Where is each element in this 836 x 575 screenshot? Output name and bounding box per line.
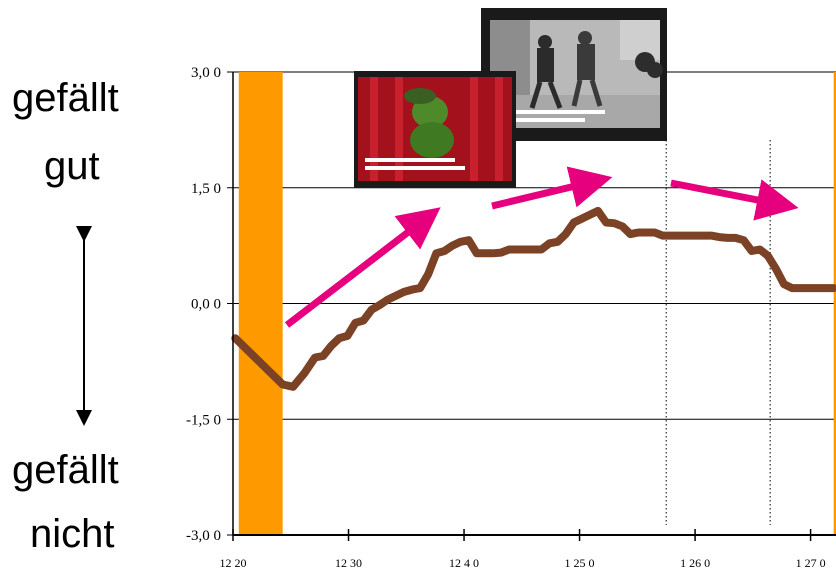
orange-band-0 — [238, 72, 283, 535]
shaded-bands — [238, 72, 836, 535]
trend-arrow-2 — [491, 166, 613, 210]
series-line — [231, 206, 836, 391]
trend-arrow-3 — [670, 179, 799, 221]
x-tick-label-0: 12 20 — [220, 556, 247, 570]
y-tick-labels: 3,0 0 1,5 0 0,0 0 -1,5 0 -3,0 0 — [186, 65, 233, 544]
y-tick-label-0: 3,0 0 — [191, 65, 221, 81]
x-tick-labels: 12 20 12 30 12 4 0 1 25 0 1 26 0 1 27 0 — [220, 529, 826, 570]
top-label-line2: gut — [44, 144, 100, 188]
y-tick-label-2: 0,0 0 — [191, 297, 221, 313]
x-tick-label-4: 1 26 0 — [680, 556, 710, 570]
x-tick-label-5: 1 27 0 — [796, 556, 826, 570]
kermit-video-thumbnail — [354, 71, 516, 188]
curve-layer — [231, 206, 836, 391]
bottom-label-line1: gefällt — [12, 448, 119, 492]
x-tick-label-3: 1 25 0 — [565, 556, 595, 570]
y-tick-label-1: 1,5 0 — [191, 181, 221, 197]
x-tick-label-1: 12 30 — [335, 556, 362, 570]
y-tick-label-3: -1,5 0 — [186, 412, 221, 428]
orange-band-1 — [833, 72, 836, 535]
top-label-line1: gefällt — [12, 76, 119, 120]
trend-arrow-1 — [284, 207, 441, 328]
x-tick-label-2: 12 4 0 — [449, 556, 479, 570]
y-tick-label-4: -3,0 0 — [186, 528, 221, 544]
trend-arrows — [284, 166, 799, 328]
bottom-label-line2: nicht — [30, 512, 115, 556]
